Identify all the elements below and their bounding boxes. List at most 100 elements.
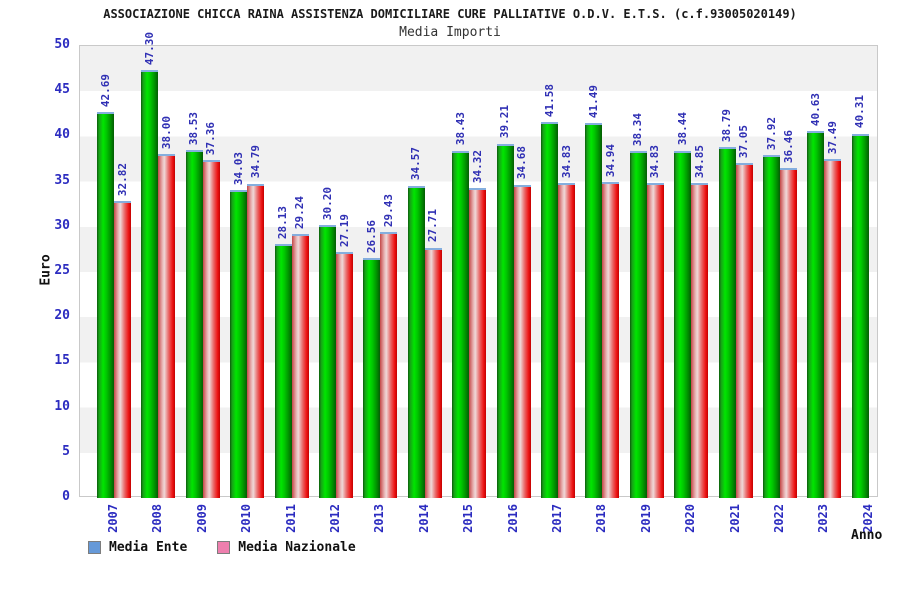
bar-group-2024: 40.31 2024 — [848, 46, 892, 533]
x-tick-2007: 2007 — [106, 504, 120, 533]
value-label-red-2012: 27.19 — [337, 214, 351, 248]
y-tick-15: 15 — [54, 353, 70, 369]
bar-group-2016: 39.21 34.68 2016 — [493, 46, 537, 533]
x-tick-2022: 2022 — [772, 504, 786, 533]
y-tick-35: 35 — [54, 172, 70, 188]
value-label-red-2022: 36.46 — [781, 130, 795, 164]
x-tick-2017: 2017 — [550, 504, 564, 533]
value-label-green-2022: 37.92 — [764, 117, 778, 151]
bar-group-2013: 26.56 29.43 2013 — [359, 46, 403, 533]
x-tick-2015: 2015 — [461, 504, 476, 533]
x-tick-2009: 2009 — [194, 504, 209, 533]
value-label-red-2010: 34.79 — [248, 145, 262, 179]
legend-label-ente: Media Ente — [109, 540, 188, 555]
green-bar-2012 — [319, 225, 336, 498]
red-bar-2010 — [247, 183, 265, 498]
value-label-red-2019: 34.83 — [648, 145, 662, 179]
y-tick-45: 45 — [54, 82, 70, 98]
red-bar-2021 — [735, 163, 753, 498]
x-tick-2013: 2013 — [372, 504, 387, 533]
red-bar-2019 — [646, 183, 664, 498]
green-bar-2022 — [763, 155, 780, 498]
red-bar-2018 — [602, 182, 620, 498]
value-label-red-2021: 37.05 — [737, 124, 751, 159]
legend-swatch-nazionale — [217, 541, 231, 554]
red-bar-2008 — [158, 154, 176, 498]
value-label-red-2013: 29.43 — [381, 193, 395, 227]
red-bar-2015 — [469, 187, 487, 498]
y-tick-30: 30 — [54, 217, 70, 233]
green-bar-2008 — [141, 70, 159, 498]
value-label-red-2020: 34.85 — [692, 144, 706, 178]
value-label-red-2018: 34.94 — [603, 144, 617, 178]
green-bar-2010 — [230, 190, 248, 498]
green-bar-2019 — [629, 151, 647, 498]
red-bar-2009 — [202, 160, 220, 498]
green-bar-2017 — [541, 122, 558, 498]
chart-subtitle: Media Importi — [399, 25, 501, 40]
y-tick-0: 0 — [62, 489, 70, 504]
value-label-green-2020: 38.44 — [675, 112, 689, 146]
chart-title: ASSOCIAZIONE CHICCA RAINA ASSISTENZA DOM… — [103, 7, 797, 21]
x-tick-2018: 2018 — [594, 504, 609, 533]
value-label-green-2012: 30.20 — [320, 186, 334, 220]
green-bar-2016 — [496, 143, 514, 498]
red-bar-2007 — [114, 201, 131, 498]
bar-group-2011: 28.13 29.24 2011 — [271, 46, 315, 533]
green-bar-2013 — [363, 257, 381, 498]
legend-label-nazionale: Media Nazionale — [238, 540, 356, 555]
value-label-red-2017: 34.83 — [559, 145, 573, 179]
bar-groups: 42.69 32.82 2007 47.30 38.00 2008 38.53 37.36 20… — [93, 32, 892, 533]
bar-group-2022: 37.92 36.46 2022 — [759, 46, 803, 533]
x-tick-2021: 2021 — [727, 504, 742, 533]
value-label-red-2011: 29.24 — [293, 195, 307, 229]
value-label-red-2016: 34.68 — [515, 146, 529, 180]
red-bar-2012 — [336, 252, 353, 498]
value-label-green-2018: 41.49 — [586, 84, 600, 118]
x-tick-2016: 2016 — [505, 504, 520, 533]
green-bar-2023 — [807, 130, 825, 498]
bar-group-2014: 34.57 27.71 2014 — [404, 46, 448, 533]
value-label-green-2011: 28.13 — [276, 205, 290, 239]
x-tick-2011: 2011 — [283, 504, 298, 533]
bar-group-2010: 34.03 34.79 2010 — [226, 46, 270, 533]
green-bar-2015 — [452, 150, 470, 498]
value-label-green-2021: 38.79 — [720, 109, 734, 143]
y-tick-10: 10 — [54, 398, 70, 414]
y-tick-40: 40 — [54, 127, 70, 143]
y-tick-5: 5 — [62, 443, 70, 459]
value-label-green-2010: 34.03 — [231, 152, 245, 186]
x-tick-2012: 2012 — [328, 504, 342, 533]
x-tick-2023: 2023 — [816, 504, 831, 533]
bar-group-2019: 38.34 34.83 2019 — [626, 46, 670, 533]
value-label-green-2009: 38.53 — [187, 111, 201, 145]
bar-group-2012: 30.20 27.19 2012 — [315, 46, 359, 533]
green-bar-2021 — [718, 147, 736, 498]
x-tick-2019: 2019 — [638, 504, 653, 533]
value-label-green-2024: 40.31 — [853, 95, 867, 129]
value-label-green-2023: 40.63 — [808, 92, 822, 126]
value-label-red-2014: 27.71 — [426, 209, 440, 243]
x-axis-label: Anno — [851, 528, 883, 543]
value-label-green-2015: 38.43 — [453, 112, 467, 146]
red-bar-2023 — [824, 159, 842, 498]
red-bar-2016 — [513, 184, 531, 498]
red-bar-2011 — [291, 233, 309, 498]
y-tick-50: 50 — [54, 37, 70, 52]
bar-group-2018: 41.49 34.94 2018 — [581, 46, 625, 533]
y-tick-25: 25 — [54, 263, 70, 278]
red-bar-2017 — [558, 183, 575, 498]
value-label-green-2007: 42.69 — [98, 73, 112, 108]
legend-swatch-ente — [88, 541, 101, 554]
green-bar-2011 — [274, 243, 292, 498]
bar-group-2020: 38.44 34.85 2020 — [670, 46, 714, 533]
value-label-red-2023: 37.49 — [825, 120, 839, 155]
green-bar-2024 — [851, 133, 869, 498]
bar-group-2023: 40.63 37.49 2023 — [803, 46, 847, 533]
green-bar-2020 — [674, 150, 692, 498]
value-label-red-2008: 38.00 — [159, 116, 173, 150]
value-label-green-2014: 34.57 — [409, 147, 423, 181]
bar-group-2008: 47.30 38.00 2008 — [137, 32, 181, 533]
x-tick-2020: 2020 — [683, 504, 698, 533]
